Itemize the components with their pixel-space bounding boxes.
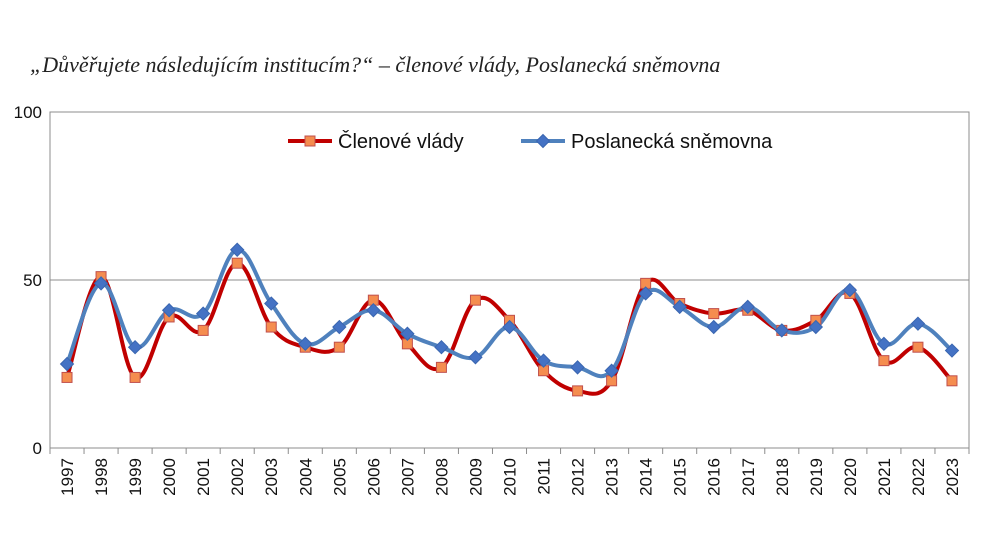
data-point-poslanecka-snemovna — [910, 316, 926, 331]
y-tick-label: 100 — [14, 103, 42, 122]
data-point-clenove-vlady — [61, 371, 73, 383]
data-point-clenove-vlady — [469, 294, 481, 306]
x-tick-label: 2004 — [296, 458, 315, 496]
data-point-poslanecka-snemovna — [229, 242, 245, 257]
x-tick-label: 1997 — [58, 458, 77, 496]
x-tick-label: 2012 — [569, 458, 588, 496]
data-point-poslanecka-snemovna — [672, 299, 687, 315]
x-tick-label: 2016 — [705, 458, 724, 496]
data-point-poslanecka-snemovna — [570, 360, 585, 375]
data-point-poslanecka-snemovna — [536, 353, 551, 368]
data-point-clenove-vlady — [912, 341, 924, 353]
legend-marker — [535, 133, 551, 149]
data-point-poslanecka-snemovna — [468, 350, 483, 365]
x-tick-label: 2021 — [875, 458, 894, 496]
data-point-poslanecka-snemovna — [502, 319, 517, 335]
x-tick-label: 2019 — [807, 458, 826, 496]
x-tick-label: 2007 — [398, 458, 417, 496]
x-tick-label: 2000 — [160, 458, 179, 496]
chart-title: „Důvěřujete následujícím institucím?“ – … — [30, 52, 721, 77]
data-point-poslanecka-snemovna — [127, 339, 143, 355]
data-point-clenove-vlady — [265, 321, 277, 333]
data-point-poslanecka-snemovna — [195, 306, 211, 321]
data-point-poslanecka-snemovna — [740, 299, 755, 315]
legend-label: Členové vlády — [338, 130, 464, 153]
data-point-poslanecka-snemovna — [604, 363, 619, 378]
data-point-clenove-vlady — [708, 308, 720, 320]
x-tick-label: 2005 — [330, 458, 349, 496]
legend-marker — [304, 135, 316, 147]
data-point-poslanecka-snemovna — [93, 276, 109, 291]
data-point-poslanecka-snemovna — [774, 323, 790, 338]
x-tick-label: 2002 — [228, 458, 247, 496]
x-tick-label: 1999 — [126, 458, 145, 496]
legend-label: Poslanecká sněmovna — [571, 131, 773, 153]
data-point-clenove-vlady — [878, 355, 890, 367]
x-tick-label: 2010 — [501, 458, 520, 496]
data-point-poslanecka-snemovna — [298, 336, 313, 352]
x-tick-label: 2013 — [603, 458, 622, 496]
data-point-poslanecka-snemovna — [161, 303, 177, 318]
data-point-poslanecka-snemovna — [944, 343, 960, 358]
x-tick-label: 2015 — [671, 458, 690, 496]
y-tick-label: 0 — [33, 439, 42, 458]
x-tick-label: 2003 — [262, 458, 281, 496]
data-point-poslanecka-snemovna — [366, 303, 381, 318]
x-tick-label: 2017 — [739, 458, 758, 496]
x-tick-label: 2018 — [773, 458, 792, 496]
x-tick-label: 2001 — [194, 458, 213, 496]
data-point-clenove-vlady — [946, 375, 958, 387]
data-point-poslanecka-snemovna — [332, 319, 347, 335]
x-tick-label: 2020 — [841, 458, 860, 496]
data-point-poslanecka-snemovna — [59, 356, 75, 372]
data-point-poslanecka-snemovna — [264, 296, 279, 311]
legend: Členové vlády Poslanecká sněmovna — [288, 130, 773, 153]
data-point-poslanecka-snemovna — [876, 336, 892, 352]
x-tick-label: 2009 — [466, 458, 485, 496]
data-point-poslanecka-snemovna — [808, 319, 824, 335]
y-tick-label: 50 — [23, 271, 42, 290]
x-tick-label: 2008 — [432, 458, 451, 496]
data-point-poslanecka-snemovna — [842, 282, 858, 298]
data-point-poslanecka-snemovna — [400, 326, 415, 341]
data-point-clenove-vlady — [333, 341, 345, 353]
data-point-poslanecka-snemovna — [706, 319, 721, 335]
data-point-poslanecka-snemovna — [638, 286, 653, 301]
data-point-clenove-vlady — [231, 257, 243, 269]
data-point-clenove-vlady — [435, 361, 447, 373]
x-tick-label: 2011 — [535, 458, 554, 495]
x-tick-label: 2023 — [943, 458, 962, 496]
data-point-clenove-vlady — [129, 371, 141, 383]
x-tick-label: 2014 — [637, 458, 656, 496]
data-point-clenove-vlady — [197, 324, 209, 336]
x-tick-label: 2022 — [909, 458, 928, 496]
data-point-poslanecka-snemovna — [434, 339, 449, 355]
data-point-clenove-vlady — [572, 385, 584, 397]
x-tick-label: 2006 — [364, 458, 383, 496]
x-tick-label: 1998 — [92, 458, 111, 496]
